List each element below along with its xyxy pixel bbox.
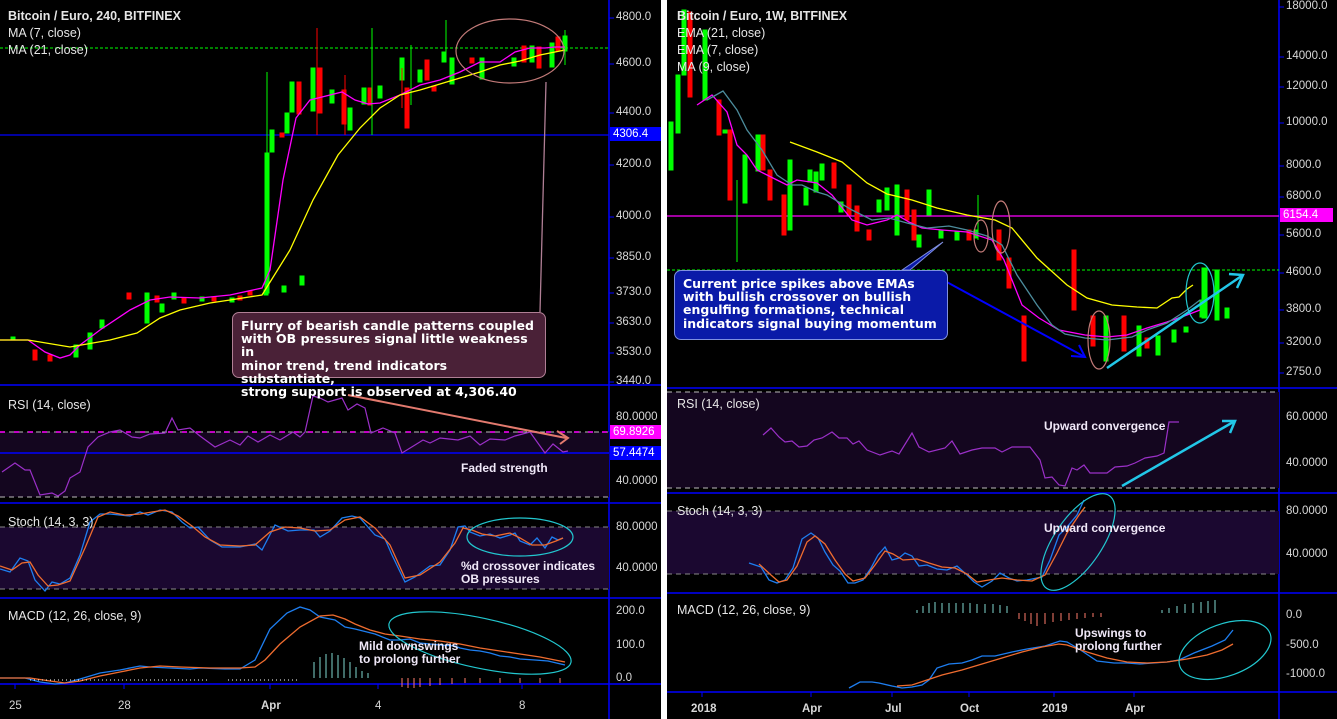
- axis-label: 80.0000: [616, 411, 658, 423]
- left-macd-label[interactable]: MACD (12, 26, close, 9): [8, 609, 142, 623]
- left-macd-note: Mild downswings to prolong further: [359, 639, 461, 666]
- axis-label: 18000.0: [1286, 0, 1328, 12]
- time-label: 28: [118, 700, 131, 712]
- time-label: Jul: [885, 703, 902, 715]
- right-chart-legend: Bitcoin / Euro, 1W, BITFINEX EMA (21, cl…: [677, 8, 847, 76]
- time-label: Oct: [960, 703, 980, 715]
- left-rsi-label[interactable]: RSI (14, close): [8, 398, 91, 412]
- right-rsi-label[interactable]: RSI (14, close): [677, 397, 760, 411]
- time-label: 8: [519, 700, 526, 712]
- time-label: Apr: [1125, 703, 1145, 715]
- right-chart-title: Bitcoin / Euro, 1W, BITFINEX: [677, 9, 848, 23]
- left-indicator-ma7[interactable]: MA (7, close): [8, 26, 81, 40]
- axis-label: 0.0: [1286, 609, 1302, 621]
- axis-label: 60.0000: [1286, 411, 1328, 423]
- axis-label: 40.0000: [616, 562, 658, 574]
- right-stoch-note: Upward convergence: [1044, 521, 1166, 535]
- axis-label: 3440.0: [616, 375, 652, 387]
- axis-label: 3530.0: [616, 346, 652, 358]
- axis-label: 3800.0: [1286, 303, 1322, 315]
- axis-label: 100.0: [616, 639, 645, 651]
- axis-label: 4800.0: [616, 11, 652, 23]
- left-chart-panel[interactable]: Bitcoin / Euro, 240, BITFINEX MA (7, clo…: [0, 0, 661, 719]
- price-tag-magenta: 6154.4: [1280, 208, 1333, 222]
- support-price-tag: 4306.4: [610, 127, 661, 141]
- right-macd-label[interactable]: MACD (12, 26, close, 9): [677, 603, 811, 617]
- axis-label: 10000.0: [1286, 116, 1328, 128]
- axis-label: 3200.0: [1286, 336, 1322, 348]
- right-macd-note: Upswings to prolong further: [1075, 626, 1162, 653]
- time-label: 4: [375, 700, 382, 712]
- axis-label: -1000.0: [1286, 668, 1326, 680]
- axis-label: 4600.0: [1286, 266, 1322, 278]
- axis-label: 4200.0: [616, 158, 652, 170]
- axis-label: 6800.0: [1286, 190, 1322, 202]
- axis-label: 2750.0: [1286, 366, 1322, 378]
- axis-label: 80.0000: [616, 521, 658, 533]
- right-indicator-ma9[interactable]: MA (9, close): [677, 60, 750, 74]
- time-label: Apr: [261, 700, 281, 712]
- axis-label: 40.0000: [1286, 548, 1328, 560]
- axis-label: 40.0000: [1286, 457, 1328, 469]
- left-annotation-box: Flurry of bearish candle patterns couple…: [232, 312, 546, 398]
- right-annotation-box: Current price spikes above EMAs with bul…: [674, 270, 948, 340]
- left-rsi-note: Faded strength: [461, 461, 548, 475]
- axis-label: -500.0: [1286, 639, 1319, 651]
- axis-label: 8000.0: [1286, 159, 1322, 171]
- left-chart-legend: Bitcoin / Euro, 240, BITFINEX MA (7, clo…: [8, 8, 181, 59]
- axis-label: 80.0000: [1286, 505, 1328, 517]
- time-label: 25: [9, 700, 22, 712]
- right-stoch-label[interactable]: Stoch (14, 3, 3): [677, 504, 763, 518]
- time-label: 2019: [1042, 703, 1068, 715]
- time-label: Apr: [802, 703, 822, 715]
- right-indicator-ema21[interactable]: EMA (21, close): [677, 26, 766, 40]
- right-chart-panel[interactable]: Bitcoin / Euro, 1W, BITFINEX EMA (21, cl…: [667, 0, 1337, 719]
- rsi-tag-magenta: 69.8926: [610, 425, 661, 439]
- axis-label: 4000.0: [616, 210, 652, 222]
- axis-label: 40.0000: [616, 475, 658, 487]
- right-annotation-text: Current price spikes above EMAs with bul…: [683, 276, 937, 331]
- left-stoch-label[interactable]: Stoch (14, 3, 3): [8, 515, 94, 529]
- axis-label: 0.0: [616, 672, 632, 684]
- right-rsi-note: Upward convergence: [1044, 419, 1166, 433]
- right-indicator-ema7[interactable]: EMA (7, close): [677, 43, 759, 57]
- left-annotation-text: Flurry of bearish candle patterns couple…: [241, 318, 534, 400]
- rsi-tag-blue: 57.4474: [610, 446, 661, 460]
- axis-label: 4400.0: [616, 106, 652, 118]
- axis-label: 14000.0: [1286, 50, 1328, 62]
- axis-label: 3630.0: [616, 316, 652, 328]
- left-chart-canvas[interactable]: [0, 0, 661, 719]
- left-stoch-note: %d crossover indicates OB pressures: [461, 559, 596, 586]
- axis-label: 5600.0: [1286, 228, 1322, 240]
- axis-label: 12000.0: [1286, 80, 1328, 92]
- axis-label: 200.0: [616, 605, 645, 617]
- left-indicator-ma21[interactable]: MA (21, close): [8, 43, 88, 57]
- left-chart-title: Bitcoin / Euro, 240, BITFINEX: [8, 9, 181, 23]
- axis-label: 3850.0: [616, 251, 652, 263]
- axis-label: 4600.0: [616, 57, 652, 69]
- time-label: 2018: [691, 703, 717, 715]
- right-chart-canvas[interactable]: [667, 0, 1337, 719]
- axis-label: 3730.0: [616, 286, 652, 298]
